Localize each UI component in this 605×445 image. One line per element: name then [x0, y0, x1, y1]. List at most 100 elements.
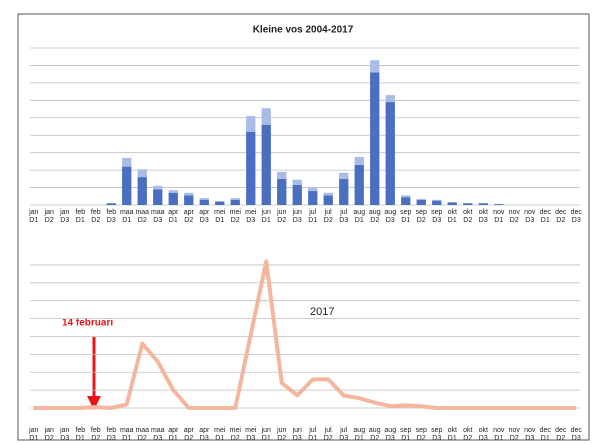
x-tick-label: D2 — [231, 435, 240, 442]
x-tick-label: D1 — [122, 435, 131, 442]
x-tick-label: D2 — [463, 435, 472, 442]
x-tick-label: D2 — [231, 217, 240, 224]
x-tick-label: D2 — [45, 435, 54, 442]
x-tick-label: D3 — [386, 217, 395, 224]
bar — [401, 195, 411, 198]
x-tick-label: okt — [463, 427, 472, 434]
x-tick-label: dec — [555, 427, 567, 434]
x-tick-label: maa — [151, 427, 165, 434]
x-tick-label: sep — [400, 209, 411, 216]
x-tick-label: D3 — [200, 217, 209, 224]
bar — [339, 178, 349, 205]
x-tick-label: D2 — [556, 217, 565, 224]
bar — [416, 199, 426, 205]
x-tick-label: apr — [184, 209, 195, 216]
x-tick-label: maa — [135, 209, 149, 216]
x-tick-label: D3 — [479, 217, 488, 224]
x-tick-label: mei — [230, 209, 242, 216]
x-tick-label: D3 — [246, 217, 255, 224]
bar — [122, 166, 132, 205]
x-tick-label: nov — [524, 427, 536, 434]
x-tick-label: D1 — [76, 217, 85, 224]
x-tick-label: D1 — [448, 217, 457, 224]
bar — [137, 169, 147, 178]
bar — [137, 177, 147, 205]
x-tick-label: jun — [292, 427, 302, 434]
bar — [261, 124, 271, 205]
x-tick-label: jun — [292, 209, 302, 216]
x-tick-label: maa — [135, 427, 149, 434]
x-tick-label: D2 — [277, 435, 286, 442]
x-tick-label: apr — [184, 427, 195, 434]
x-tick-label: jul — [339, 427, 347, 434]
bar — [354, 157, 364, 165]
bar — [323, 192, 333, 196]
x-tick-label: D2 — [510, 217, 519, 224]
x-tick-label: D3 — [432, 217, 441, 224]
x-tick-label: mei — [245, 209, 257, 216]
x-tick-label: okt — [448, 427, 457, 434]
x-tick-label: D1 — [122, 217, 131, 224]
x-tick-label: D3 — [60, 435, 69, 442]
x-tick-label: D2 — [184, 217, 193, 224]
x-tick-label: maa — [120, 427, 134, 434]
x-tick-label: D1 — [29, 435, 38, 442]
bar — [168, 190, 178, 193]
chart-border — [17, 13, 590, 441]
x-tick-label: mei — [214, 427, 226, 434]
x-tick-label: D1 — [169, 435, 178, 442]
x-tick-label: nov — [493, 427, 505, 434]
x-tick-label: D2 — [91, 217, 100, 224]
x-tick-label: D3 — [339, 435, 348, 442]
x-tick-label: D3 — [153, 217, 162, 224]
x-tick-label: D3 — [293, 217, 302, 224]
x-tick-label: sep — [416, 209, 427, 216]
x-tick-label: jan — [44, 427, 54, 434]
x-tick-label: D2 — [138, 435, 147, 442]
x-tick-label: dec — [571, 427, 583, 434]
x-tick-label: nov — [509, 209, 521, 216]
x-tick-label: aug — [369, 209, 381, 216]
x-tick-label: D2 — [510, 435, 519, 442]
bar — [370, 72, 380, 205]
bar — [106, 203, 116, 205]
x-tick-label: D2 — [370, 217, 379, 224]
bar — [246, 131, 256, 205]
x-tick-label: feb — [106, 427, 116, 434]
x-tick-label: jan — [28, 209, 38, 216]
x-tick-label: okt — [448, 209, 457, 216]
annotation: 14 februari — [62, 318, 113, 329]
x-tick-label: aug — [353, 209, 365, 216]
x-tick-label: D3 — [386, 435, 395, 442]
x-tick-label: feb — [75, 427, 85, 434]
series-label: 2017 — [310, 306, 334, 318]
x-tick-label: D1 — [494, 217, 503, 224]
bar — [463, 203, 473, 205]
x-tick-label: mei — [214, 209, 226, 216]
x-tick-label: dec — [571, 209, 583, 216]
x-tick-label: mei — [245, 427, 257, 434]
bar — [308, 191, 318, 205]
bar — [153, 185, 163, 190]
bar — [478, 203, 488, 205]
x-tick-label: D1 — [541, 435, 550, 442]
x-tick-label: jan — [59, 209, 69, 216]
x-tick-label: jun — [276, 427, 286, 434]
x-tick-label: jul — [324, 427, 332, 434]
x-tick-label: D1 — [448, 435, 457, 442]
x-tick-label: D1 — [262, 217, 271, 224]
x-tick-label: aug — [384, 209, 396, 216]
bar — [385, 95, 395, 103]
bar — [230, 199, 240, 205]
x-tick-label: maa — [151, 209, 165, 216]
x-tick-label: sep — [431, 427, 442, 434]
x-tick-label: apr — [199, 209, 210, 216]
x-tick-label: D1 — [76, 435, 85, 442]
x-tick-label: nov — [524, 209, 536, 216]
x-tick-label: apr — [199, 427, 210, 434]
x-tick-label: nov — [509, 427, 521, 434]
bar — [277, 178, 287, 205]
x-tick-label: D2 — [463, 217, 472, 224]
bar — [339, 172, 349, 179]
x-tick-label: D3 — [293, 435, 302, 442]
